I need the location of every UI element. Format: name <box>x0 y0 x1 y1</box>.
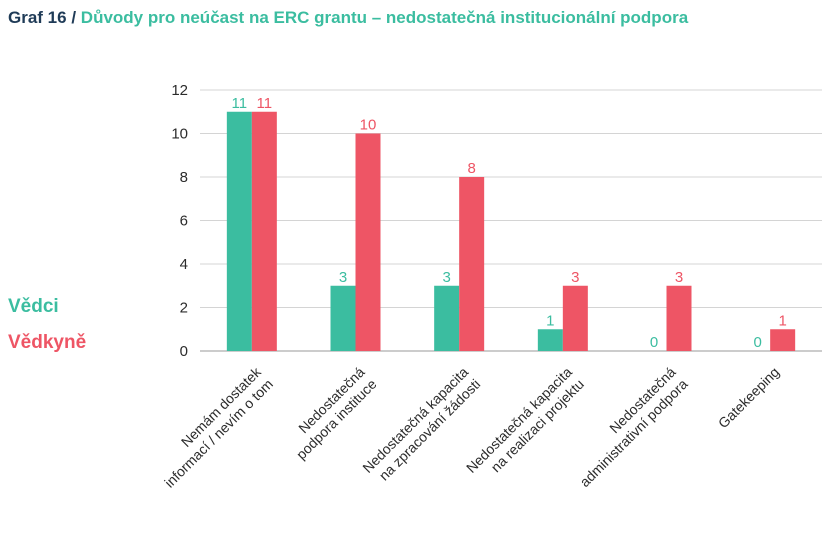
y-tick-label: 12 <box>171 82 188 99</box>
x-tick-label: Nemám dostatekinformací / nevím o tom <box>149 363 276 490</box>
bar-vedci <box>226 111 252 351</box>
bar-vedkyne <box>562 285 588 351</box>
x-tick-label: Nedostatečnápodpora instituce <box>281 364 380 463</box>
data-label: 0 <box>753 334 761 351</box>
y-tick-label: 0 <box>180 343 188 360</box>
chart-title: Graf 16 / Důvody pro neúčast na ERC gran… <box>8 8 688 28</box>
bar-vedkyne <box>666 285 692 351</box>
legend-vedkyne: Vědkyně <box>8 332 87 353</box>
x-tick-label-line: Nedostatečná kapacita <box>463 364 575 476</box>
data-label: 3 <box>442 269 450 286</box>
y-tick-label: 10 <box>171 126 188 143</box>
data-label: 0 <box>650 334 658 351</box>
x-tick-label-line: administrativní podpora <box>576 376 690 490</box>
legend-vedci: Vědci <box>8 296 59 317</box>
x-tick-label-line: Nedostatečná kapacita <box>359 364 471 476</box>
data-label: 1 <box>778 312 786 329</box>
data-label: 3 <box>675 269 683 286</box>
x-tick-label-line: Gatekeeping <box>715 364 782 431</box>
title-text: Důvody pro neúčast na ERC grantu – nedos… <box>80 8 689 27</box>
bar-vedkyne <box>459 177 485 351</box>
data-label: 3 <box>339 269 347 286</box>
x-tick-label: Nedostatečná kapacitana realizaci projek… <box>463 364 587 488</box>
data-label: 1 <box>546 312 554 329</box>
y-tick-label: 4 <box>180 256 188 273</box>
bar-vedci <box>434 285 460 351</box>
data-label: 3 <box>571 269 579 286</box>
x-tick-label: Nedostatečná kapacitana zpracování žádos… <box>359 364 483 488</box>
bar-vedci <box>537 329 563 351</box>
data-label: 10 <box>360 117 377 134</box>
y-tick-label: 8 <box>180 169 188 186</box>
x-tick-label-line: informací / nevím o tom <box>161 376 276 491</box>
x-tick-label: Nedostatečnáadministrativní podpora <box>564 364 690 490</box>
title-separator: / <box>71 8 77 27</box>
figure-label: Graf 16 <box>8 8 67 27</box>
y-tick-label: 6 <box>180 213 188 230</box>
x-tick-label: Gatekeeping <box>715 364 782 431</box>
bar-vedkyne <box>770 329 796 351</box>
bar-vedkyne <box>251 111 277 351</box>
data-label: 11 <box>257 95 273 112</box>
data-label: 11 <box>232 95 248 112</box>
bar-vedci <box>330 285 356 351</box>
bar-vedkyne <box>355 133 381 351</box>
y-tick-label: 2 <box>180 300 188 317</box>
data-label: 8 <box>467 160 475 177</box>
